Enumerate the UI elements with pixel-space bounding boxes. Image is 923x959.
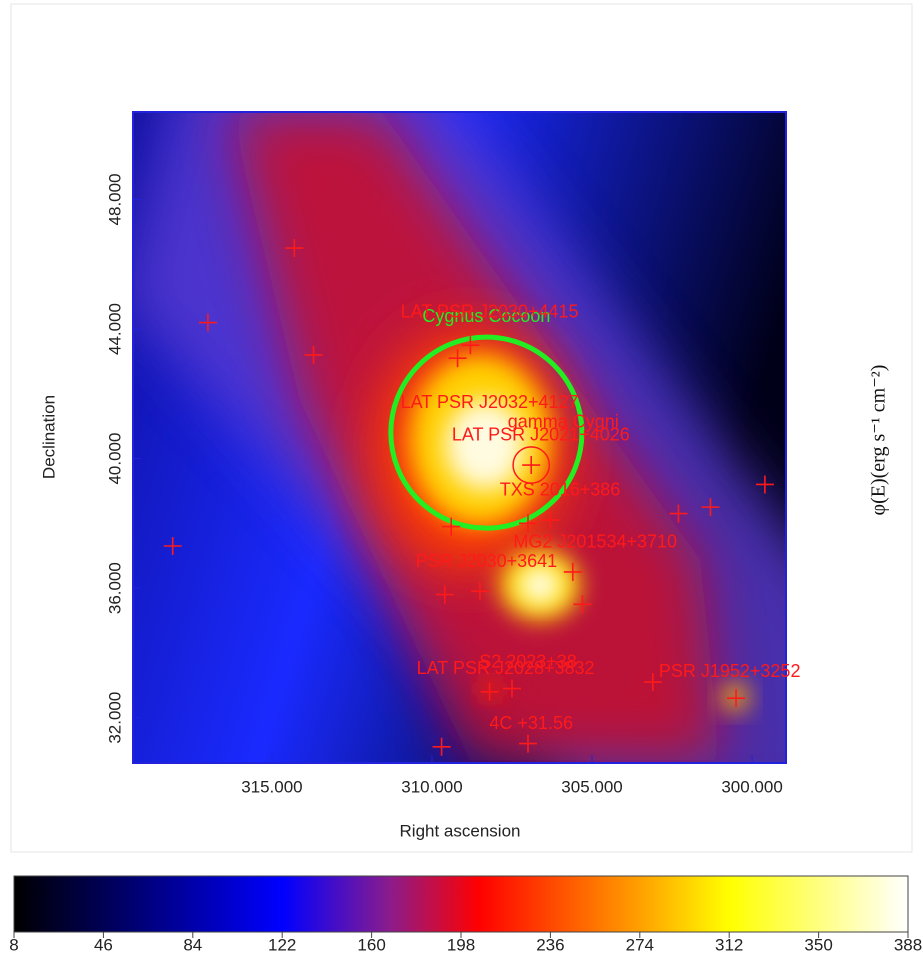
colorbar [13,875,909,933]
source-marker [563,562,582,581]
source-marker [573,595,592,614]
source-marker [701,498,720,517]
source-marker [470,582,489,601]
source-marker [461,336,480,355]
x-tick-label: 305.000 [561,777,622,796]
colorbar-tick-label: 46 [94,935,113,954]
source-marker [442,517,461,536]
region-label: Cygnus Cocoon [422,306,550,326]
source-marker [522,456,541,475]
plot-frame [132,111,787,764]
colorbar-tick-label: 388 [894,935,922,954]
colorbar-tick-label: 198 [447,935,475,954]
source-marker [669,504,688,523]
source-marker [285,239,304,258]
source-marker [502,679,521,698]
source-label: TXS 2016+386 [500,480,621,500]
source-label: PSR J2030+3641 [416,551,558,571]
y-tick-label: 48.000 [105,173,124,225]
colorbar-tick-label: 350 [804,935,832,954]
source-marker [541,511,560,530]
region [512,446,551,484]
source-marker [435,585,454,604]
source-marker [163,537,182,555]
colorbar-tick-label: 84 [183,935,202,954]
region [388,334,585,531]
source-label: S2 2023+38 [479,651,577,671]
x-tick-label: 315.000 [241,777,302,796]
y-tick-label: 40.000 [105,433,124,485]
source-marker [727,689,746,708]
x-tick-label: 300.000 [721,777,782,796]
colorbar-tick-label: 8 [9,935,18,954]
x-tick-label: 310.000 [401,777,462,796]
colorbar-label: φ(E)(erg s⁻¹ cm⁻²) [868,365,890,516]
source-marker [480,682,499,701]
source-marker [755,475,774,494]
source-label: PSR J1952+3252 [659,661,801,681]
source-marker [198,313,217,332]
source-label: 4C +31.56 [489,713,573,733]
source-marker [432,737,451,756]
source-label: LAT PSR J2028+3832 [417,658,595,678]
source-label: LAT PSR J2032+4127 [401,392,579,412]
source-label: gamma Cygni [508,412,619,432]
source-marker [643,673,662,692]
colorbar-tick-label: 160 [357,935,385,954]
source-marker [448,349,467,368]
source-marker [519,734,538,753]
y-tick-label: 32.000 [105,692,124,744]
source-label: LAT PSR J2030+4415 [401,302,579,322]
colorbar-tick-label: 312 [715,935,743,954]
colorbar-tick-label: 274 [626,935,654,954]
source-label: LAT PSR J2021+4026 [452,425,630,445]
y-tick-label: 44.000 [105,303,124,355]
y-tick-label: 36.000 [105,562,124,614]
colorbar-tick-label: 122 [268,935,296,954]
source-marker [519,514,538,533]
colorbar-tick-label: 236 [536,935,564,954]
source-marker [304,345,323,364]
y-axis-label: Declination [39,395,58,479]
x-axis-label: Right ascension [400,821,521,840]
sky-image [133,112,786,763]
source-label: MG2 J201534+3710 [513,532,677,552]
